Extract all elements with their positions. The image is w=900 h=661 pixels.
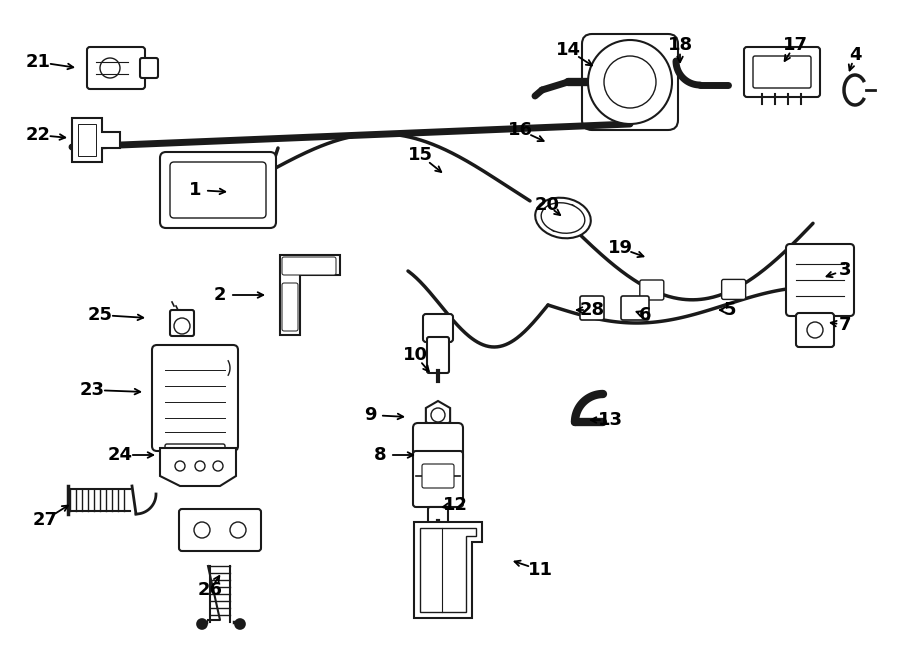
FancyBboxPatch shape: [796, 313, 834, 347]
FancyBboxPatch shape: [413, 451, 463, 507]
Text: 23: 23: [79, 381, 104, 399]
Circle shape: [213, 461, 223, 471]
Text: 16: 16: [508, 121, 533, 139]
FancyBboxPatch shape: [165, 444, 225, 464]
Text: 24: 24: [107, 446, 132, 464]
Text: 13: 13: [598, 411, 623, 429]
FancyBboxPatch shape: [179, 509, 261, 551]
Polygon shape: [420, 528, 476, 612]
Text: 28: 28: [580, 301, 605, 319]
FancyBboxPatch shape: [87, 47, 145, 89]
FancyBboxPatch shape: [640, 280, 664, 300]
Text: 7: 7: [839, 316, 851, 334]
Circle shape: [426, 474, 434, 482]
Circle shape: [807, 322, 823, 338]
Polygon shape: [78, 124, 96, 156]
Text: 12: 12: [443, 496, 467, 514]
FancyBboxPatch shape: [621, 296, 649, 320]
Text: 22: 22: [25, 126, 50, 144]
FancyBboxPatch shape: [744, 47, 820, 97]
FancyBboxPatch shape: [282, 283, 298, 331]
Ellipse shape: [541, 203, 585, 233]
Text: 17: 17: [782, 36, 807, 54]
Text: 20: 20: [535, 196, 560, 214]
Circle shape: [567, 204, 575, 212]
FancyBboxPatch shape: [152, 345, 238, 451]
Text: 14: 14: [555, 41, 580, 59]
Circle shape: [230, 522, 246, 538]
Text: 10: 10: [402, 346, 428, 364]
Text: 11: 11: [527, 561, 553, 579]
Text: 26: 26: [197, 581, 222, 599]
FancyBboxPatch shape: [722, 280, 745, 299]
Text: 5: 5: [724, 301, 736, 319]
Circle shape: [100, 58, 120, 78]
FancyBboxPatch shape: [423, 314, 453, 342]
Circle shape: [195, 461, 205, 471]
Polygon shape: [72, 118, 120, 162]
Polygon shape: [426, 401, 450, 429]
FancyBboxPatch shape: [422, 464, 454, 488]
FancyBboxPatch shape: [428, 507, 448, 523]
Text: 21: 21: [25, 53, 50, 71]
Circle shape: [235, 619, 245, 629]
Text: 18: 18: [668, 36, 693, 54]
Text: 1: 1: [189, 181, 202, 199]
FancyBboxPatch shape: [413, 423, 463, 463]
FancyBboxPatch shape: [282, 257, 336, 275]
FancyBboxPatch shape: [170, 310, 194, 336]
Text: 8: 8: [374, 446, 386, 464]
Text: 3: 3: [839, 261, 851, 279]
Text: 15: 15: [408, 146, 433, 164]
Circle shape: [604, 56, 656, 108]
Circle shape: [197, 619, 207, 629]
Polygon shape: [414, 522, 482, 618]
Ellipse shape: [536, 198, 590, 238]
Circle shape: [551, 223, 559, 231]
FancyBboxPatch shape: [170, 162, 266, 218]
FancyBboxPatch shape: [140, 58, 158, 78]
Text: 25: 25: [87, 306, 112, 324]
Circle shape: [175, 461, 185, 471]
FancyBboxPatch shape: [427, 337, 449, 373]
Circle shape: [545, 208, 554, 217]
Text: 4: 4: [849, 46, 861, 64]
Text: 6: 6: [639, 306, 652, 324]
Circle shape: [573, 219, 580, 227]
FancyBboxPatch shape: [753, 56, 811, 88]
FancyBboxPatch shape: [786, 244, 854, 316]
Polygon shape: [280, 255, 340, 335]
Circle shape: [174, 318, 190, 334]
Text: 19: 19: [608, 239, 633, 257]
Circle shape: [442, 474, 450, 482]
Text: 9: 9: [364, 406, 376, 424]
Text: 2: 2: [214, 286, 226, 304]
Polygon shape: [160, 448, 236, 486]
Circle shape: [588, 40, 672, 124]
Circle shape: [431, 408, 445, 422]
Circle shape: [194, 522, 210, 538]
Text: 27: 27: [32, 511, 58, 529]
FancyBboxPatch shape: [580, 296, 604, 320]
FancyBboxPatch shape: [160, 152, 276, 228]
